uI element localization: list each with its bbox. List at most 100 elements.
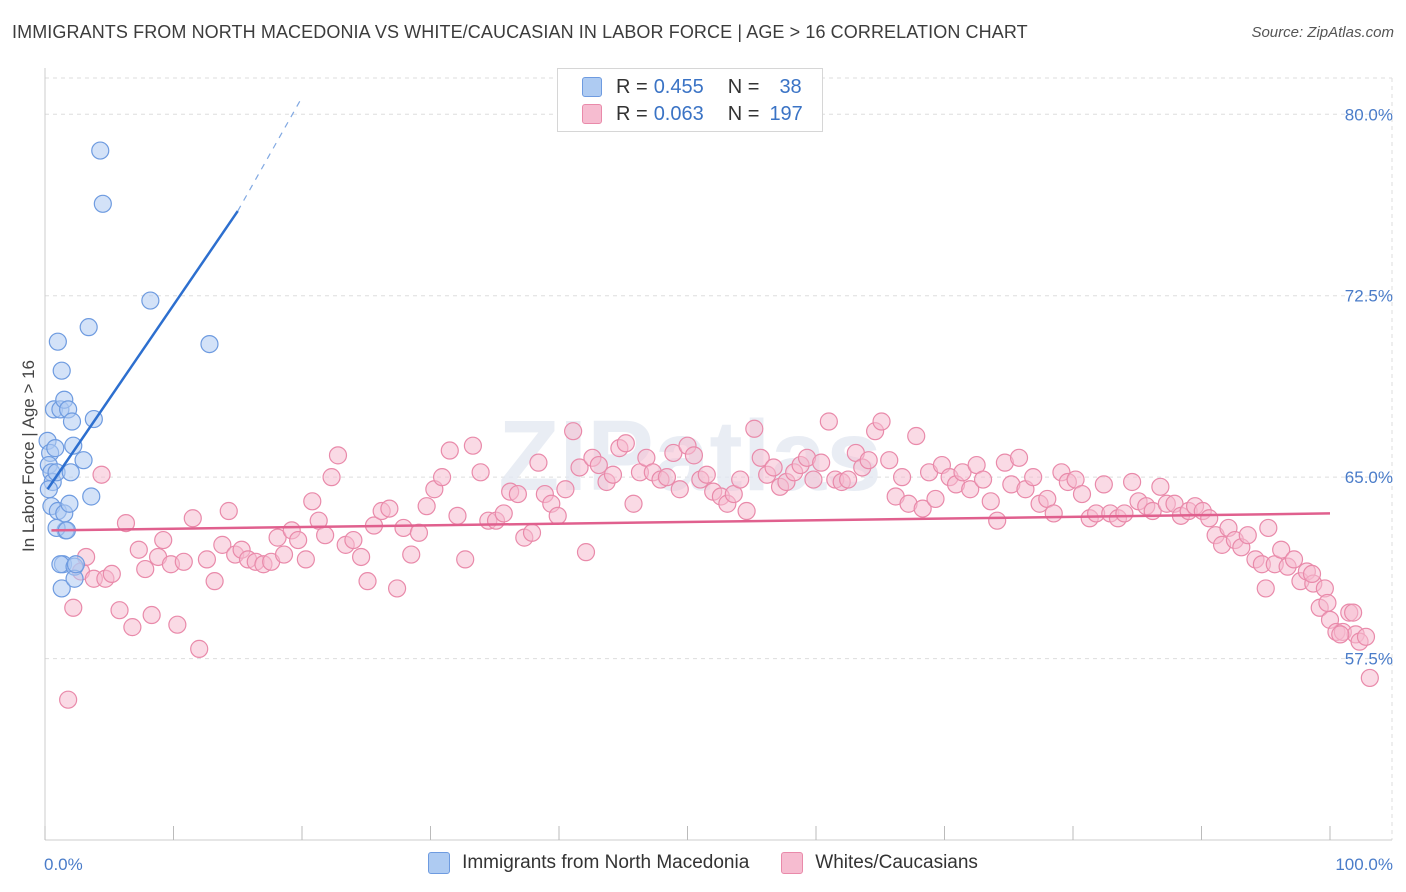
whites-point-67 (529, 453, 548, 472)
whites-point-13 (142, 605, 161, 625)
macedonia-point-28 (79, 318, 98, 337)
whites-point-98 (737, 501, 756, 521)
whites-point-20 (190, 639, 209, 658)
trend-lines (46, 97, 1331, 532)
y-tick-label: 80.0% (1345, 105, 1393, 124)
whites-point-49 (394, 518, 413, 538)
macedonia-point-23 (64, 436, 83, 455)
whites-point-92 (697, 465, 716, 484)
grid-lines (45, 77, 1393, 840)
macedonia-point-6 (46, 439, 65, 458)
whites-point-31 (268, 528, 287, 547)
macedonia-point-33 (141, 291, 160, 310)
macedonia-point-19 (52, 579, 71, 598)
macedonia-point-31 (91, 141, 110, 160)
whites-point-178 (1284, 550, 1304, 569)
chart-title: IMMIGRANTS FROM NORTH MACEDONIA VS WHITE… (12, 22, 1028, 42)
legend-item-whites: Whites/Caucasians (781, 852, 978, 874)
whites-point-44 (358, 572, 377, 591)
whites-point-72 (564, 422, 583, 441)
whites-point-108 (804, 470, 823, 489)
whites-point-38 (316, 526, 335, 545)
macedonia-point-32 (93, 194, 112, 213)
macedonia-point-21 (61, 463, 80, 482)
macedonia-point-14 (52, 361, 71, 380)
whites-point-196 (1256, 579, 1275, 598)
whites-point-19 (183, 509, 202, 528)
whites-point-24 (219, 501, 238, 521)
whites-point-35 (296, 550, 315, 569)
whites-point-0 (59, 690, 78, 709)
whites-point-56 (448, 506, 467, 525)
whites-point-100 (751, 448, 770, 467)
whites-point-123 (907, 426, 926, 446)
whites-point-174 (1259, 518, 1278, 538)
whites-point-176 (1272, 540, 1291, 559)
whites-point-165 (1200, 509, 1219, 528)
whites-point-194 (1356, 627, 1376, 646)
whites-point-150 (1094, 475, 1113, 494)
whites-point-32 (274, 545, 294, 564)
legend-n-value: 38 (779, 75, 802, 98)
legend-label: Immigrants from North Macedonia (462, 852, 750, 873)
whites-point-192 (1344, 603, 1363, 622)
whites-point-116 (859, 451, 878, 470)
whites-point-34 (289, 530, 308, 550)
whites-point-58 (463, 436, 483, 455)
whites-point-48 (387, 579, 407, 598)
whites-point-124 (913, 499, 932, 518)
whites-point-143 (1044, 504, 1063, 523)
whites-point-11 (129, 540, 148, 559)
whites-point-50 (402, 545, 421, 564)
macedonia-point-20 (60, 494, 79, 513)
macedonia-point-34 (200, 334, 219, 354)
whites-point-64 (508, 484, 527, 504)
whites-point-54 (432, 468, 452, 487)
whites-point-158 (1151, 477, 1170, 496)
y-tick-label: 57.5% (1345, 650, 1393, 669)
whites-point-57 (456, 550, 475, 569)
whites-point-99 (745, 419, 764, 438)
whites-point-47 (380, 499, 399, 518)
x-tick-labels: 0.0% 100.0% (44, 855, 1393, 874)
whites-point-153 (1115, 504, 1134, 523)
whites-point-39 (322, 468, 341, 487)
legend-r-value: 0.455 (653, 75, 704, 98)
legend-row-north-macedonia: R = 0.455 N = 38 (582, 74, 802, 100)
whites-point-131 (961, 480, 980, 499)
whites-point-135 (988, 511, 1007, 530)
macedonia-point-29 (82, 487, 101, 506)
trend-line-north-macedonia (46, 210, 239, 490)
whites-point-190 (1318, 593, 1337, 613)
whites-point-1 (64, 598, 83, 617)
x-tick-label-min: 0.0% (44, 855, 83, 874)
whites-point-52 (417, 497, 436, 516)
whites-point-154 (1123, 472, 1142, 492)
whites-point-97 (731, 470, 750, 489)
whites-point-15 (154, 530, 173, 550)
whites-point-118 (872, 412, 891, 431)
legend-r-label: R = (616, 102, 648, 125)
trend-line-whites (51, 512, 1331, 532)
legend-label: Whites/Caucasians (815, 852, 978, 873)
macedonia-point-27 (74, 451, 93, 470)
source-label: Source: ZipAtlas.com (1251, 24, 1394, 41)
trend-line-north-macedonia-extension (237, 97, 303, 212)
legend-swatch-blue (428, 852, 451, 874)
whites-point-62 (494, 504, 513, 523)
series-whites-caucasians (59, 412, 1379, 709)
macedonia-point-13 (48, 332, 67, 351)
legend-swatch-pink (781, 852, 804, 874)
legend-r-value: 0.063 (653, 102, 704, 125)
whites-point-171 (1238, 526, 1257, 545)
whites-point-133 (973, 470, 993, 489)
whites-point-70 (548, 506, 567, 525)
whites-point-5 (92, 465, 111, 484)
correlation-legend: R = 0.455 N = 38 R = 0.063 N = 197 (557, 68, 823, 132)
whites-point-110 (819, 412, 838, 431)
whites-point-134 (981, 492, 1000, 511)
macedonia-point-26 (66, 555, 85, 574)
whites-point-189 (1302, 564, 1322, 584)
whites-point-7 (102, 564, 121, 584)
y-tick-label: 72.5% (1345, 287, 1393, 306)
